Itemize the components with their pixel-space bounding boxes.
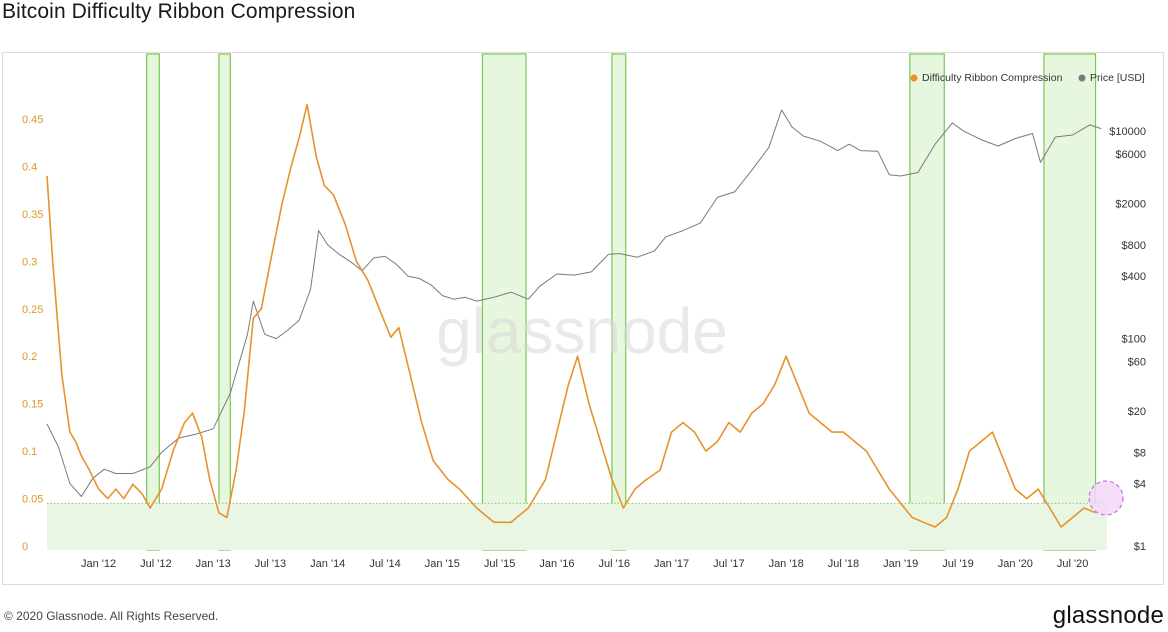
- legend: Difficulty Ribbon Compression Price [USD…: [910, 72, 1145, 84]
- x-axis-tick-label: Jul '15: [484, 558, 515, 570]
- left-axis-tick-label: 0.2: [22, 351, 37, 363]
- right-axis-tick-label: $400: [1122, 271, 1146, 283]
- highlight-band-5: [909, 53, 945, 551]
- x-axis-tick-label: Jan '17: [654, 558, 689, 570]
- x-axis-tick-label: Jul '20: [1057, 558, 1088, 570]
- chart-panel: [2, 52, 1164, 585]
- left-axis-tick-label: 0.3: [22, 256, 37, 268]
- highlight-band-1: [146, 53, 160, 551]
- x-axis-tick-label: Jul '19: [942, 558, 973, 570]
- left-axis-tick-label: 0.1: [22, 446, 37, 458]
- right-axis-tick-label: $1: [1134, 541, 1146, 553]
- right-axis-tick-label: $10000: [1109, 126, 1146, 138]
- x-axis-tick-label: Jan '20: [998, 558, 1033, 570]
- legend-label-price: Price [USD]: [1090, 72, 1145, 84]
- glassnode-logo: glassnode: [1052, 602, 1164, 629]
- right-axis-tick-label: $4: [1134, 479, 1146, 491]
- right-axis-tick-label: $20: [1128, 406, 1146, 418]
- x-axis-tick-label: Jul '12: [140, 558, 171, 570]
- current-value-highlight-circle: [1088, 480, 1124, 516]
- left-axis-tick-label: 0.15: [22, 399, 43, 411]
- x-axis-tick-label: Jul '18: [828, 558, 859, 570]
- left-axis-tick-label: 0.25: [22, 304, 43, 316]
- x-axis-tick-label: Jan '14: [310, 558, 345, 570]
- chart-title: Bitcoin Difficulty Ribbon Compression: [2, 0, 356, 23]
- x-axis-tick-label: Jul '14: [369, 558, 400, 570]
- legend-marker-ribbon: [910, 74, 918, 82]
- series-line-price: [46, 109, 1102, 497]
- left-axis-tick-label: 0.45: [22, 114, 43, 126]
- right-axis-tick-label: $100: [1122, 334, 1146, 346]
- highlight-band-2: [218, 53, 231, 551]
- right-axis-tick-label: $2000: [1115, 199, 1146, 211]
- right-axis-tick-label: $800: [1122, 240, 1146, 252]
- threshold-area: [47, 503, 1107, 550]
- right-axis-tick-label: $6000: [1115, 149, 1146, 161]
- right-axis-tick-label: $8: [1134, 447, 1146, 459]
- x-axis-tick-label: Jan '18: [769, 558, 804, 570]
- left-axis-tick-label: 0.4: [22, 161, 37, 173]
- watermark-text: glassnode: [436, 295, 728, 367]
- legend-label-ribbon: Difficulty Ribbon Compression: [922, 72, 1063, 84]
- x-axis-tick-label: Jan '19: [883, 558, 918, 570]
- legend-marker-price: [1078, 74, 1086, 82]
- copyright-text: © 2020 Glassnode. All Rights Reserved.: [4, 609, 219, 623]
- x-axis-tick-label: Jul '13: [255, 558, 286, 570]
- x-axis-tick-label: Jan '15: [425, 558, 460, 570]
- x-axis-tick-label: Jan '16: [539, 558, 574, 570]
- left-axis-tick-label: 0: [22, 541, 28, 553]
- highlight-band-6: [1043, 53, 1097, 551]
- highlight-band-3: [481, 53, 527, 551]
- x-axis-tick-label: Jan '12: [81, 558, 116, 570]
- x-axis-tick-label: Jan '13: [196, 558, 231, 570]
- series-line-ribbon-compression: [46, 103, 1096, 528]
- left-axis-tick-label: 0.35: [22, 209, 43, 221]
- x-axis-tick-label: Jul '17: [713, 558, 744, 570]
- right-axis-tick-label: $60: [1128, 357, 1146, 369]
- x-axis-tick-label: Jul '16: [599, 558, 630, 570]
- left-axis-tick-label: 0.05: [22, 494, 43, 506]
